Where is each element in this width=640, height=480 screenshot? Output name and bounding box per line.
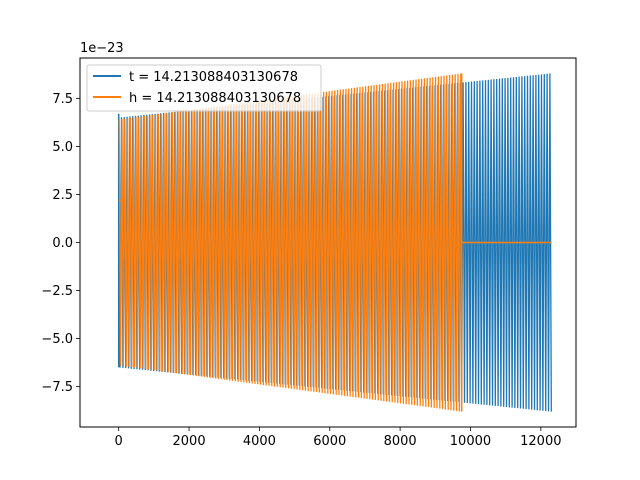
x-tick-label: 8000 — [384, 434, 417, 449]
legend-label-h: h = 14.213088403130678 — [129, 91, 301, 106]
y-axis-ticks: −7.5 −5.0 −2.5 0.0 2.5 5.0 7.5 — [41, 92, 80, 395]
y-tick-label: 5.0 — [52, 140, 73, 155]
y-tick-label: −7.5 — [41, 380, 73, 395]
y-tick-label: −2.5 — [41, 284, 73, 299]
x-tick-label: 0 — [115, 434, 123, 449]
legend: t = 14.213088403130678 h = 14.2130884031… — [86, 64, 322, 112]
x-tick-label: 6000 — [313, 434, 346, 449]
x-axis-ticks: 0 2000 4000 6000 8000 10000 12000 — [115, 427, 562, 449]
legend-label-t: t = 14.213088403130678 — [129, 70, 298, 85]
y-tick-label: 0.0 — [52, 236, 73, 251]
y-tick-label: 7.5 — [52, 92, 73, 107]
x-tick-label: 4000 — [243, 434, 276, 449]
x-tick-label: 12000 — [520, 434, 561, 449]
x-tick-label: 2000 — [173, 434, 206, 449]
y-tick-label: −5.0 — [41, 332, 73, 347]
legend-box — [86, 64, 322, 112]
x-tick-label: 10000 — [450, 434, 491, 449]
y-tick-label: 2.5 — [52, 188, 73, 203]
y-axis-offset-label: 1e−23 — [80, 41, 124, 56]
